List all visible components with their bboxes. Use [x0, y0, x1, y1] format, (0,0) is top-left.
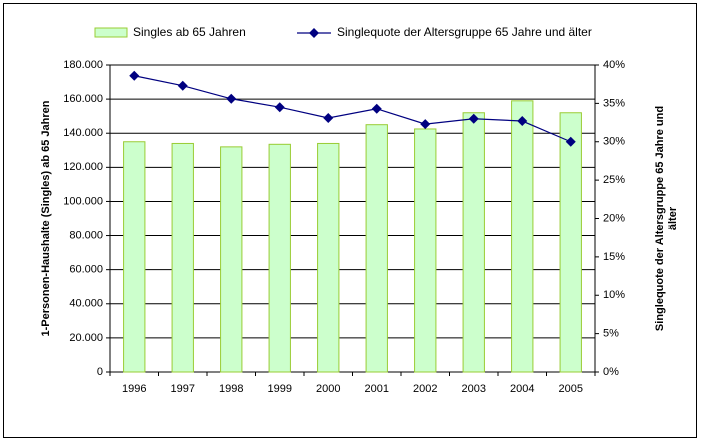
y-axis-title: 1-Personen-Haushalte (Singles) ab 65 Jah…: [40, 100, 52, 336]
marker: [129, 70, 140, 81]
y-tick-label: 0: [97, 366, 103, 378]
bar: [268, 143, 291, 373]
y-tick-label: 60.000: [69, 264, 103, 276]
bar: [317, 142, 340, 373]
marker: [371, 103, 382, 114]
x-tick-label: 1999: [268, 383, 292, 395]
y2-tick-label: 5%: [603, 328, 619, 340]
y2-axis-title: älter: [667, 206, 679, 230]
y2-tick-label: 25%: [603, 174, 625, 186]
marker: [517, 116, 528, 127]
y2-tick-label: 40%: [603, 59, 625, 71]
bar: [123, 141, 146, 373]
x-tick-label: 2005: [559, 383, 583, 395]
x-tick-label: 1997: [171, 383, 195, 395]
y2-tick-label: 35%: [603, 97, 625, 109]
legend-label: Singlequote der Altersgruppe 65 Jahre un…: [337, 25, 592, 39]
y-tick-label: 120.000: [63, 161, 103, 173]
y-tick-label: 20.000: [69, 332, 103, 344]
marker: [468, 113, 479, 124]
marker: [177, 80, 188, 91]
y-tick-label: 160.000: [63, 93, 103, 105]
x-tick-label: 2003: [462, 383, 486, 395]
marker: [565, 136, 576, 147]
legend-label: Singles ab 65 Jahren: [133, 25, 246, 39]
marker: [274, 102, 285, 113]
x-tick-label: 2001: [365, 383, 389, 395]
marker: [226, 93, 237, 104]
x-tick-label: 2000: [316, 383, 340, 395]
marker: [420, 119, 431, 130]
y2-tick-label: 15%: [603, 251, 625, 263]
x-tick-label: 1996: [122, 383, 146, 395]
x-tick-label: 2002: [413, 383, 437, 395]
x-tick-label: 1998: [219, 383, 243, 395]
legend-marker: [309, 28, 319, 38]
y2-tick-label: 0%: [603, 366, 619, 378]
y-tick-label: 80.000: [69, 229, 103, 241]
bar: [511, 100, 534, 373]
bar: [559, 112, 582, 373]
y-tick-label: 40.000: [69, 298, 103, 310]
y2-tick-label: 30%: [603, 136, 625, 148]
y2-axis-title: Singlequote der Altersgruppe 65 Jahre un…: [654, 106, 666, 331]
y-tick-label: 140.000: [63, 127, 103, 139]
bar: [171, 142, 194, 373]
marker: [323, 112, 334, 123]
y-tick-label: 100.000: [63, 195, 103, 207]
legend-swatch: [94, 27, 128, 38]
y2-tick-label: 10%: [603, 289, 625, 301]
line: [134, 75, 571, 143]
x-tick-label: 2004: [510, 383, 534, 395]
bar: [462, 112, 485, 373]
y-tick-label: 180.000: [63, 59, 103, 71]
bar: [414, 128, 437, 373]
bar: [365, 124, 388, 373]
y2-tick-label: 20%: [603, 212, 625, 224]
bar: [220, 146, 243, 373]
